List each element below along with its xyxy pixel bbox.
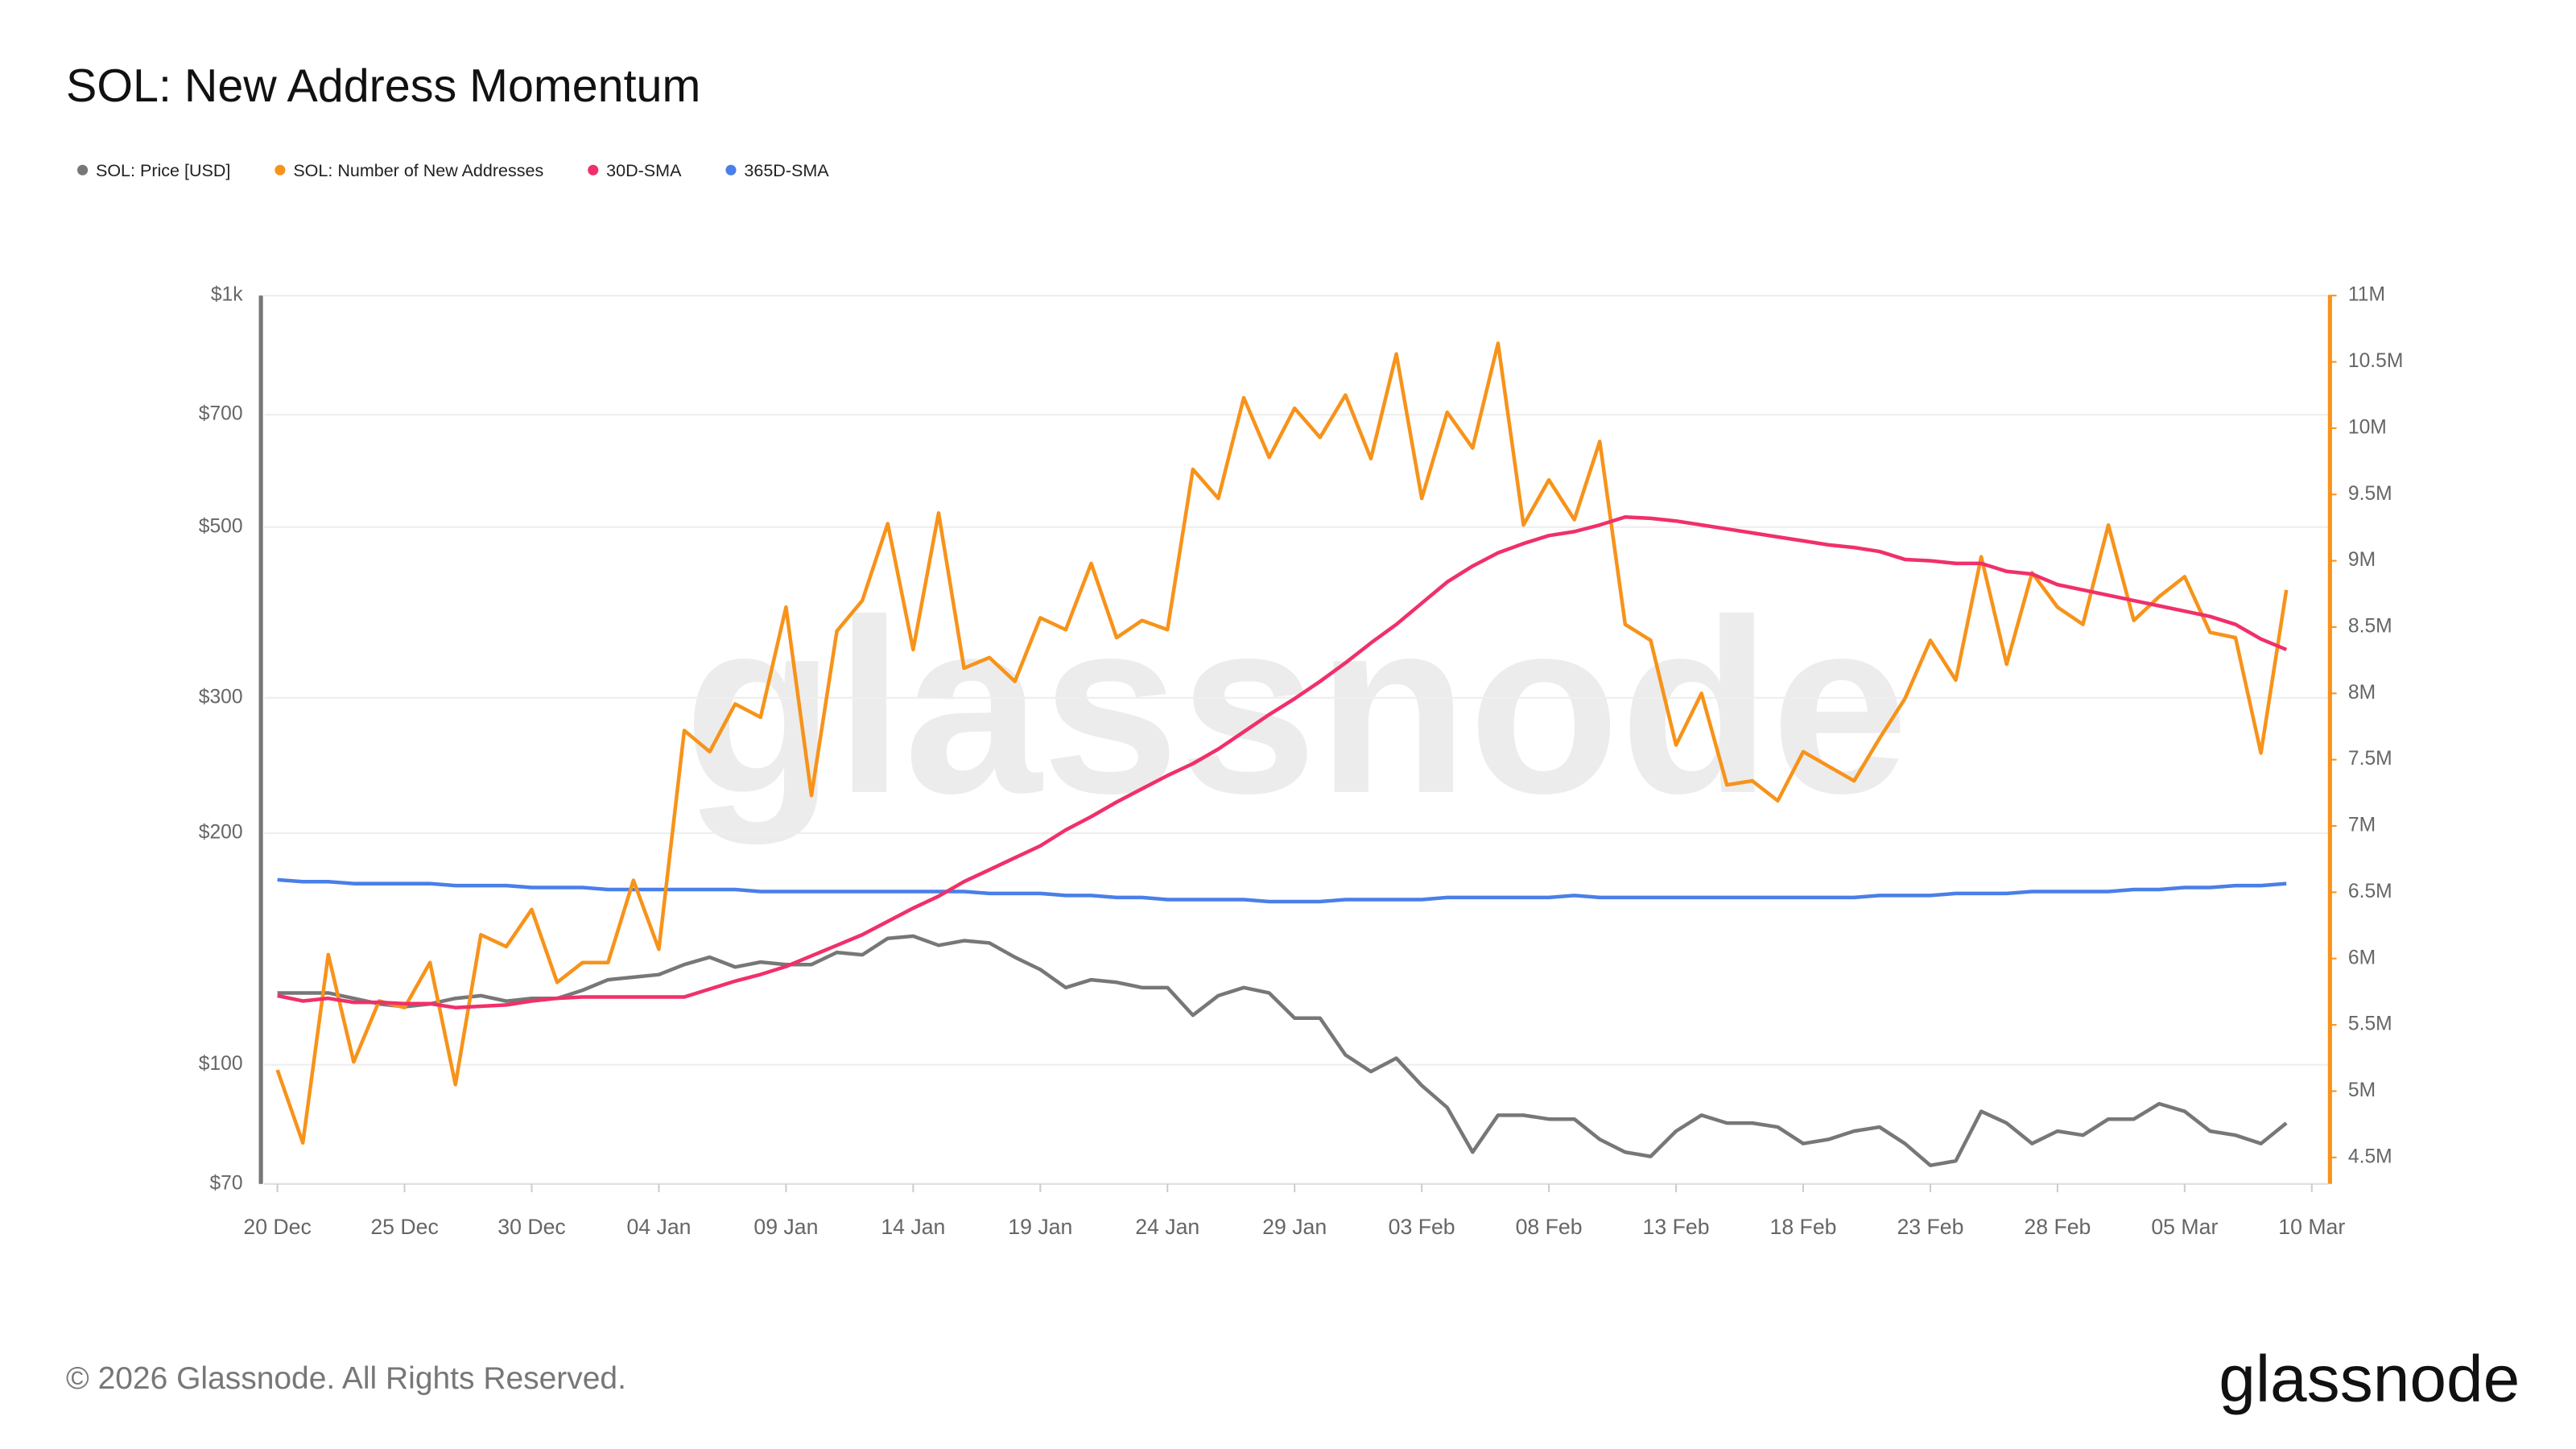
legend-item: 30D-SMA — [588, 161, 682, 180]
legend-item: 365D-SMA — [725, 161, 829, 180]
legend-swatch — [275, 164, 286, 175]
y-tick-label: $1k — [211, 284, 243, 306]
watermark: glassnode — [683, 568, 1909, 846]
legend-item: SOL: Number of New Addresses — [275, 161, 543, 180]
legend-label: 30D-SMA — [606, 161, 682, 180]
y2-tick-label: 6M — [2348, 947, 2376, 968]
legend-swatch — [588, 164, 599, 175]
x-tick-label: 29 Jan — [1262, 1215, 1327, 1239]
y2-tick-label: 5M — [2348, 1080, 2376, 1101]
y2-tick-label: 7M — [2348, 815, 2376, 836]
x-tick-label: 08 Feb — [1516, 1215, 1583, 1239]
x-tick-label: 23 Feb — [1897, 1215, 1963, 1239]
x-tick-label: 03 Feb — [1389, 1215, 1455, 1239]
x-tick-label: 19 Jan — [1008, 1215, 1072, 1239]
y2-tick-label: 5.5M — [2348, 1013, 2392, 1035]
x-tick-label: 10 Mar — [2278, 1215, 2345, 1239]
y2-tick-label: 9.5M — [2348, 483, 2392, 505]
legend-item: SOL: Price [USD] — [77, 161, 230, 180]
legend-label: 365D-SMA — [744, 161, 829, 180]
series-line — [275, 341, 2289, 1145]
x-tick-label: 05 Mar — [2151, 1215, 2218, 1239]
y-tick-label: $70 — [209, 1172, 242, 1194]
x-tick-label: 25 Dec — [370, 1215, 438, 1239]
y2-tick-label: 7.5M — [2348, 748, 2392, 770]
series-line — [277, 514, 2288, 1009]
y2-tick-label: 8M — [2348, 682, 2376, 704]
y-tick-label: $500 — [199, 515, 243, 537]
y2-tick-label: 10.5M — [2348, 350, 2403, 372]
y-tick-label: $300 — [199, 686, 243, 708]
x-tick-label: 04 Jan — [626, 1215, 691, 1239]
y2-tick-label: 8.5M — [2348, 615, 2392, 637]
legend-swatch — [725, 164, 737, 175]
y2-tick-label: 11M — [2348, 284, 2385, 306]
legend-swatch — [77, 164, 89, 175]
plot-area: glassnode $70 $100 $200 $300 $500 $700 $1k 4.5M 5… — [199, 284, 2404, 1240]
chart-title: SOL: New Address Momentum — [66, 60, 700, 112]
series-line — [277, 934, 2288, 1167]
x-tick-label: 24 Jan — [1135, 1215, 1199, 1239]
footer: © 2026 Glassnode. All Rights Reserved. — [66, 1361, 626, 1396]
legend-label: SOL: Price [USD] — [96, 161, 230, 180]
x-tick-label: 28 Feb — [2024, 1215, 2091, 1239]
y-tick-label: $700 — [199, 403, 243, 425]
y2-tick-label: 9M — [2348, 549, 2376, 571]
x-tick-label: 30 Dec — [497, 1215, 565, 1239]
x-tick-label: 20 Dec — [243, 1215, 311, 1239]
y2-tick-label: 4.5M — [2348, 1146, 2392, 1167]
x-tick-label: 14 Jan — [881, 1215, 945, 1239]
y2-tick-label: 6.5M — [2348, 881, 2392, 902]
y-tick-label: $100 — [199, 1053, 243, 1075]
logo: glassnode — [2219, 1343, 2520, 1416]
series-line — [277, 877, 2287, 904]
y2-tick-label: 10M — [2348, 416, 2387, 438]
y-tick-label: $200 — [199, 822, 243, 844]
x-tick-label: 09 Jan — [753, 1215, 818, 1239]
x-tick-label: 13 Feb — [1643, 1215, 1710, 1239]
x-tick-label: 18 Feb — [1770, 1215, 1837, 1239]
legend-label: SOL: Number of New Addresses — [293, 161, 543, 180]
